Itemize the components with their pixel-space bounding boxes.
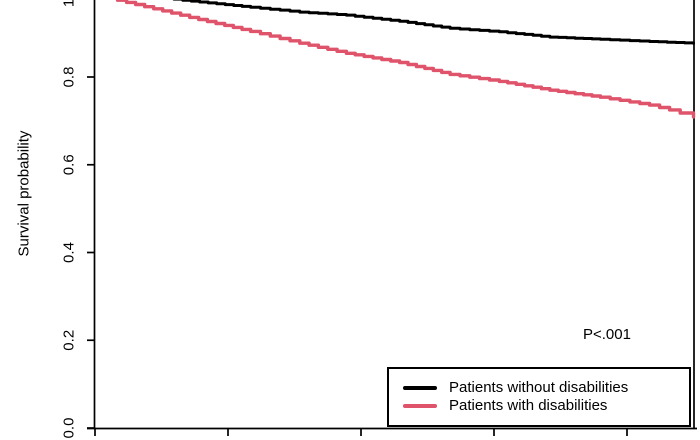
y-axis-tick-label: 0.0 bbox=[60, 418, 77, 439]
curve-patients-with-disabilities bbox=[115, 0, 696, 119]
y-axis-tick-label: 0.2 bbox=[60, 330, 77, 351]
y-axis-tick-label: 1 bbox=[60, 0, 77, 7]
y-axis-tick-label: 0.8 bbox=[60, 67, 77, 88]
legend-item-with-disabilities: Patients with disabilities bbox=[403, 398, 689, 415]
y-axis-tick-label: 0.6 bbox=[60, 154, 77, 175]
y-axis-title: Survival probability bbox=[15, 130, 33, 257]
legend-label: Patients without disabilities bbox=[449, 379, 629, 396]
legend-item-without-disabilities: Patients without disabilities bbox=[403, 380, 689, 397]
legend-line-sample-rose bbox=[403, 404, 437, 408]
p-value-annotation: P<.001 bbox=[583, 326, 631, 343]
curve-patients-without-disabilities bbox=[172, 0, 695, 45]
legend-line-sample-black bbox=[403, 386, 437, 390]
legend-label: Patients with disabilities bbox=[449, 397, 608, 414]
legend: Patients without disabilities Patients w… bbox=[387, 367, 691, 427]
y-axis-tick-label: 0.4 bbox=[60, 242, 77, 263]
